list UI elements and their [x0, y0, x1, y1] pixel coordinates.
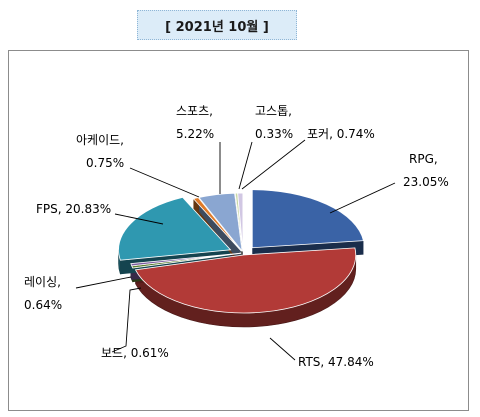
data-label-아케이드-1: 0.75% [86, 156, 124, 170]
leader-line-레이싱 [75, 276, 132, 289]
pie-tops [118, 189, 364, 314]
data-label-RPG-0: RPG, [409, 152, 438, 166]
data-label-고스톱-1: 0.33% [255, 127, 293, 141]
leader-line-보드 [111, 287, 142, 353]
data-label-스포츠-0: 스포츠, [176, 104, 213, 118]
data-label-포커-0: 포커, 0.74% [307, 127, 375, 141]
leader-line-FPS [114, 213, 164, 225]
slice-RTS [134, 247, 357, 314]
slice-레이싱 [130, 252, 242, 267]
data-label-스포츠-1: 5.22% [176, 127, 214, 141]
data-label-보드-0: 보드, 0.61% [101, 346, 169, 360]
data-label-레이싱-0: 레이싱, [24, 275, 61, 289]
chart-title: [ 2021년 10월 ] [137, 10, 297, 40]
leader-line-고스톱 [238, 141, 253, 190]
slice-스포츠 [198, 192, 243, 253]
leader-line-포커 [241, 139, 306, 190]
leader-line-RTS [269, 337, 296, 361]
leader-line-아케이드 [129, 167, 200, 198]
slice-아케이드 [192, 197, 242, 252]
data-label-레이싱-1: 0.64% [24, 298, 62, 312]
leader-line-RPG [329, 182, 396, 214]
data-label-RPG-1: 23.05% [403, 175, 449, 189]
slice-RPG [251, 189, 364, 249]
data-label-아케이드-0: 아케이드, [76, 133, 124, 147]
data-label-RTS-0: RTS, 47.84% [298, 355, 374, 369]
slice-포커 [237, 192, 244, 252]
data-label-고스톱-0: 고스톱, [255, 104, 292, 118]
data-label-FPS-0: FPS, 20.83% [36, 202, 111, 216]
slice-FPS [118, 196, 232, 261]
